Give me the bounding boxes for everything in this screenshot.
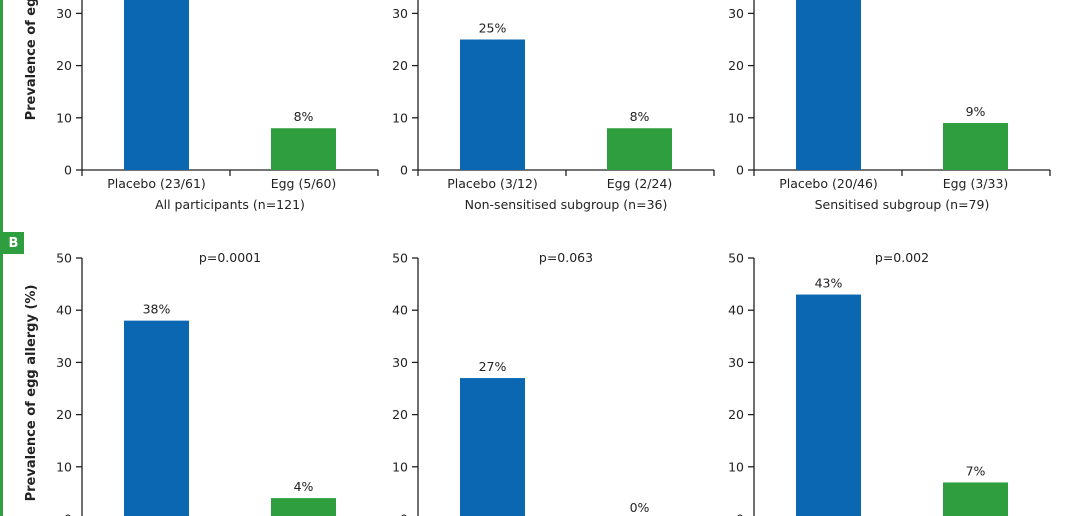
y-tick-label: 0 — [400, 512, 408, 516]
egg-bar — [607, 128, 672, 170]
value-label: 8% — [630, 109, 650, 124]
chart-panel-a-2: 0102030405025%Placebo (3/12)8%Egg (2/24)… — [392, 0, 715, 212]
p-value-label: p=0.002 — [875, 250, 929, 265]
y-tick-label: 0 — [64, 512, 72, 516]
y-tick-label: 50 — [728, 251, 744, 266]
value-label: 27% — [479, 359, 507, 374]
y-tick-label: 20 — [392, 407, 408, 422]
y-tick-label: 50 — [392, 251, 408, 266]
y-axis-title: Prevalence of egg allergy (%) — [24, 0, 39, 120]
category-label: Egg (5/60) — [271, 176, 337, 191]
category-label: Placebo (23/61) — [107, 176, 206, 191]
placebo-bar — [124, 0, 189, 170]
y-tick-label: 0 — [64, 163, 72, 178]
y-tick-label: 20 — [56, 407, 72, 422]
chart-panel-b-2: 0 10 20 30 40 50 27% 0% p=0.063 — [392, 250, 650, 516]
y-tick-label: 20 — [728, 407, 744, 422]
chart-panel-b-3: 0 10 20 30 40 50 43% 7% p=0.002 — [728, 250, 1008, 516]
chart-panel-a-1: 01020304050Placebo (23/61)8%Egg (5/60)Al… — [24, 0, 379, 212]
p-value-label: p=0.0001 — [199, 250, 261, 265]
y-axis-title: Prevalence of egg allergy (%) — [24, 285, 39, 502]
y-tick-label: 20 — [392, 58, 408, 73]
x-axis-title: Non-sensitised subgroup (n=36) — [465, 197, 668, 212]
y-tick-label: 30 — [728, 6, 744, 21]
category-label: Egg (3/33) — [943, 176, 1009, 191]
y-tick-label: 10 — [56, 459, 72, 474]
placebo-bar — [796, 294, 861, 516]
y-tick-label: 40 — [392, 303, 408, 318]
y-tick-label: 20 — [56, 58, 72, 73]
y-tick-label: 0 — [736, 163, 744, 178]
placebo-bar — [124, 320, 189, 516]
y-tick-label: 0 — [736, 512, 744, 516]
placebo-bar — [460, 378, 525, 516]
y-tick-label: 50 — [56, 251, 72, 266]
placebo-bar — [460, 39, 525, 170]
y-tick-label: 30 — [392, 355, 408, 370]
panel-b-label: B — [3, 232, 24, 254]
y-tick-label: 10 — [56, 110, 72, 125]
y-tick-label: 20 — [728, 58, 744, 73]
value-label: 7% — [966, 463, 986, 478]
x-axis-title: All participants (n=121) — [155, 197, 305, 212]
value-label: 4% — [294, 479, 314, 494]
value-label: 25% — [479, 21, 507, 36]
category-label: Placebo (3/12) — [447, 176, 538, 191]
y-tick-label: 30 — [56, 6, 72, 21]
value-label: 8% — [294, 109, 314, 124]
value-label: 0% — [630, 500, 650, 515]
egg-bar — [943, 123, 1008, 170]
y-tick-label: 30 — [392, 6, 408, 21]
egg-bar — [271, 128, 336, 170]
category-label: Placebo (20/46) — [779, 176, 878, 191]
chart-panel-b-1: 0 10 20 30 40 50 38% 4% p=0.0001 Prevalence of eg… — [24, 250, 336, 516]
egg-bar — [943, 482, 1008, 516]
y-tick-label: 10 — [728, 459, 744, 474]
y-tick-label: 40 — [56, 303, 72, 318]
value-label: 43% — [815, 276, 843, 291]
p-value-label: p=0.063 — [539, 250, 593, 265]
category-label: Egg (2/24) — [607, 176, 673, 191]
y-tick-label: 10 — [728, 110, 744, 125]
y-tick-label: 30 — [56, 355, 72, 370]
value-label: 38% — [143, 302, 171, 317]
y-tick-label: 10 — [392, 459, 408, 474]
x-axis-title: Sensitised subgroup (n=79) — [815, 197, 990, 212]
value-label: 9% — [966, 104, 986, 119]
panel-a-border — [0, 0, 3, 516]
y-tick-label: 30 — [728, 355, 744, 370]
egg-bar — [271, 498, 336, 516]
y-tick-label: 0 — [400, 163, 408, 178]
y-tick-label: 40 — [728, 303, 744, 318]
placebo-bar — [796, 0, 861, 170]
y-tick-label: 10 — [392, 110, 408, 125]
chart-panel-a-3: 01020304050Placebo (20/46)9%Egg (3/33)Se… — [728, 0, 1051, 212]
